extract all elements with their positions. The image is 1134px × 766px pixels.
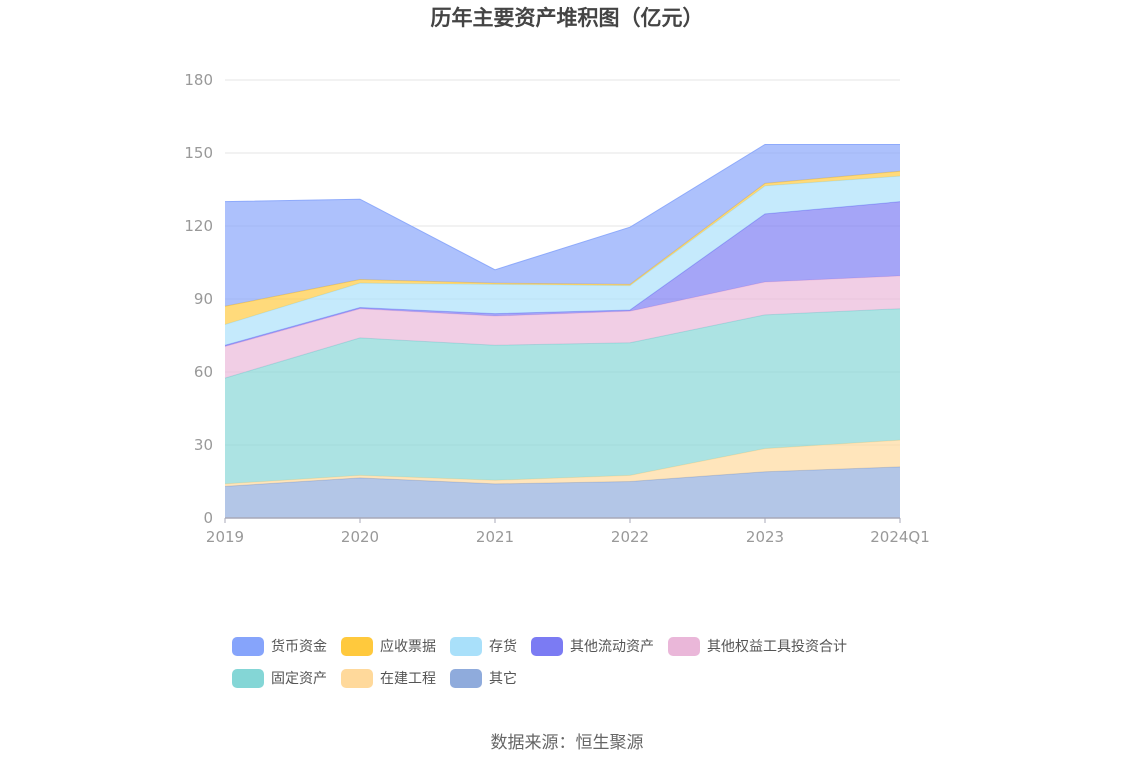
area-edge-8 [224,143,900,271]
legend-item[interactable]: 在建工程 [341,668,436,688]
legend-swatch [450,636,482,656]
y-tick-label: 30 [194,436,213,454]
x-tick-label: 2022 [611,528,649,546]
legend-swatch [232,636,264,656]
y-tick-label: 90 [194,290,213,308]
data-source-note: 数据来源：恒生聚源 [490,733,644,753]
area-series-6[interactable] [225,176,900,346]
stacked-area-chart: 0 30 60 90 120 150 180 2019 2020 2021 2022 2023 2024… [184,71,929,546]
y-tick-label: 150 [184,144,213,162]
legend-swatch [450,668,482,688]
legend-row-1: 货币资金 应收票据 存货 其他流动资产 其他权益工具投资合计 [232,630,932,662]
y-tick-label: 60 [194,363,213,381]
area-series [224,143,901,518]
legend-label: 存货 [489,639,517,655]
x-tick-label: 2020 [341,528,379,546]
y-tick-label: 120 [184,217,213,235]
y-tick-label: 180 [184,71,213,89]
chart-title: 历年主要资产堆积图（亿元） [430,6,704,30]
area-series-3[interactable] [225,308,900,484]
x-tick-label: 2019 [206,528,244,546]
area-series-7[interactable] [225,171,900,325]
legend-label: 固定资产 [271,671,327,687]
legend-item[interactable]: 其它 [450,668,517,688]
legend-label: 在建工程 [380,671,436,687]
area-series-8[interactable] [225,144,900,307]
legend-item[interactable]: 应收票据 [341,636,436,656]
legend-swatch [232,668,264,688]
legend-swatch [531,636,563,656]
legend-label: 货币资金 [271,639,327,655]
legend-item[interactable]: 货币资金 [232,636,327,656]
legend: 货币资金 应收票据 存货 其他流动资产 其他权益工具投资合计 固定资产 在建工程 其它 [232,630,932,694]
legend-item[interactable]: 其他流动资产 [531,636,654,656]
legend-label: 其他权益工具投资合计 [707,639,847,655]
x-tick-label: 2024Q1 [870,528,930,546]
legend-label: 其它 [489,671,517,687]
legend-item[interactable]: 固定资产 [232,668,327,688]
area-series-4[interactable] [225,275,900,379]
legend-swatch [668,636,700,656]
legend-item[interactable]: 存货 [450,636,517,656]
legend-row-2: 固定资产 在建工程 其它 [232,662,932,694]
legend-item[interactable]: 其他权益工具投资合计 [668,636,847,656]
y-tick-label: 0 [203,509,213,527]
legend-swatch [341,636,373,656]
x-tick-label: 2021 [476,528,514,546]
x-tick-label: 2023 [746,528,784,546]
axes: 0 30 60 90 120 150 180 2019 2020 2021 2022 2023 2024… [184,71,929,546]
legend-label: 应收票据 [380,639,436,655]
legend-label: 其他流动资产 [570,639,654,655]
legend-swatch [341,668,373,688]
